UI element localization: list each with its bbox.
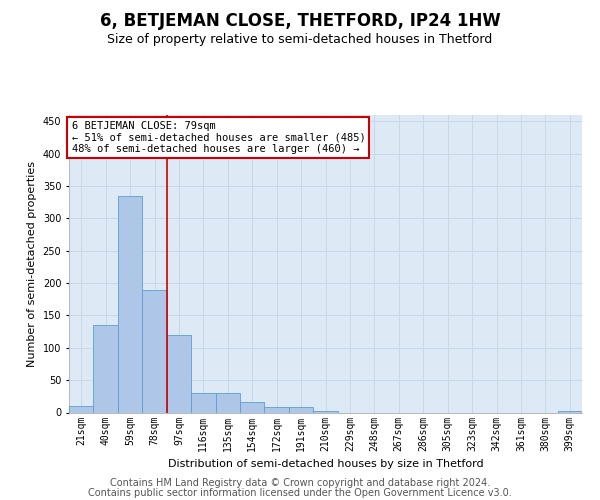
Bar: [313, 410, 338, 412]
Bar: [191, 393, 215, 412]
Text: 6 BETJEMAN CLOSE: 79sqm
← 51% of semi-detached houses are smaller (485)
48% of s: 6 BETJEMAN CLOSE: 79sqm ← 51% of semi-de…: [71, 121, 365, 154]
X-axis label: Distribution of semi-detached houses by size in Thetford: Distribution of semi-detached houses by …: [167, 459, 484, 469]
Bar: [118, 196, 142, 412]
Bar: [240, 402, 265, 412]
Bar: [215, 393, 240, 412]
Text: Contains HM Land Registry data © Crown copyright and database right 2024.: Contains HM Land Registry data © Crown c…: [110, 478, 490, 488]
Bar: [167, 335, 191, 412]
Y-axis label: Number of semi-detached properties: Number of semi-detached properties: [27, 161, 37, 367]
Bar: [94, 325, 118, 412]
Text: Size of property relative to semi-detached houses in Thetford: Size of property relative to semi-detach…: [107, 32, 493, 46]
Bar: [142, 290, 167, 412]
Text: 6, BETJEMAN CLOSE, THETFORD, IP24 1HW: 6, BETJEMAN CLOSE, THETFORD, IP24 1HW: [100, 12, 500, 30]
Bar: [557, 410, 582, 412]
Bar: [69, 406, 94, 412]
Bar: [265, 408, 289, 412]
Bar: [289, 408, 313, 412]
Text: Contains public sector information licensed under the Open Government Licence v3: Contains public sector information licen…: [88, 488, 512, 498]
